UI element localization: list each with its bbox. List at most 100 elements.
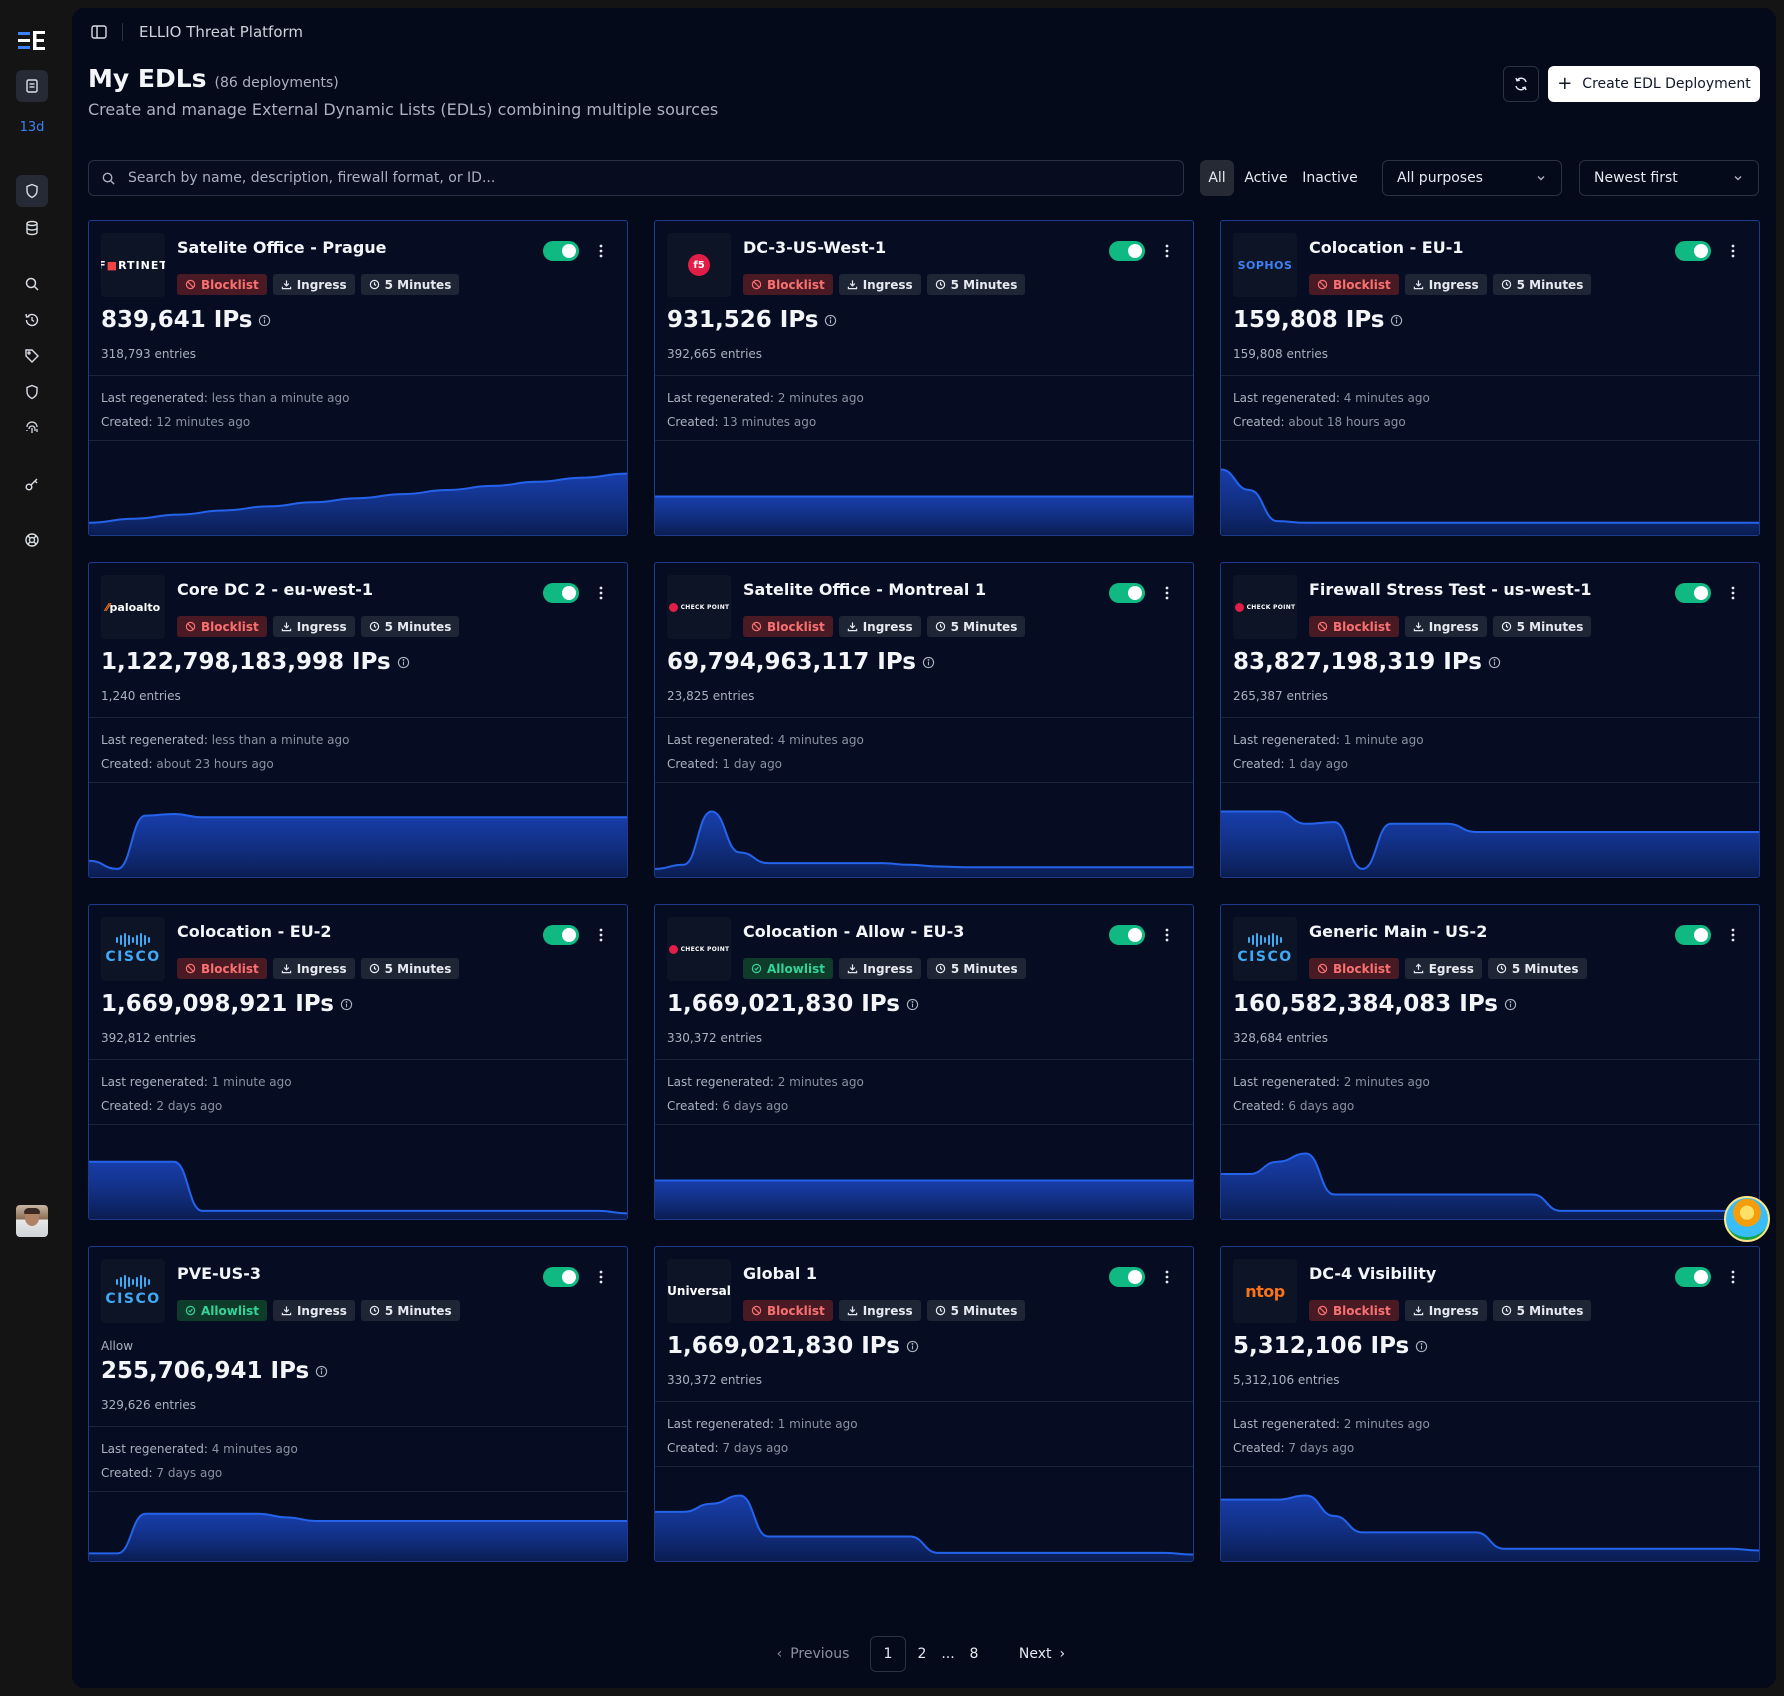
info-icon[interactable] xyxy=(340,998,353,1011)
active-toggle[interactable] xyxy=(543,925,579,945)
refresh-button[interactable] xyxy=(1503,66,1539,102)
active-toggle[interactable] xyxy=(1675,925,1711,945)
active-toggle[interactable] xyxy=(1675,1267,1711,1287)
edl-card[interactable]: ⁄⁄paloalto Core DC 2 - eu-west-1 Blockli… xyxy=(88,562,628,878)
edl-card[interactable]: CISCO Generic Main - US-2 Blocklist Egre… xyxy=(1220,904,1760,1220)
more-vertical-icon[interactable] xyxy=(1721,923,1745,947)
active-toggle[interactable] xyxy=(1675,241,1711,261)
filter-active[interactable]: Active xyxy=(1244,170,1288,186)
sparkline-line xyxy=(89,1512,627,1555)
edl-name[interactable]: DC-4 Visibility xyxy=(1309,1264,1437,1283)
purpose-select[interactable]: All purposes xyxy=(1382,160,1562,196)
more-vertical-icon[interactable] xyxy=(589,239,613,263)
info-icon[interactable] xyxy=(1390,314,1403,327)
edl-name[interactable]: Colocation - Allow - EU-3 xyxy=(743,922,965,941)
search-icon[interactable] xyxy=(16,268,48,300)
active-toggle[interactable] xyxy=(543,241,579,261)
active-toggle[interactable] xyxy=(1109,1267,1145,1287)
breadcrumb[interactable]: ELLIO Threat Platform xyxy=(139,23,304,41)
shield-icon[interactable] xyxy=(16,175,48,207)
info-icon[interactable] xyxy=(315,1365,328,1378)
edl-name[interactable]: Core DC 2 - eu-west-1 xyxy=(177,580,374,599)
active-toggle[interactable] xyxy=(543,583,579,603)
edl-card[interactable]: Universal Global 1 Blocklist Ingress 5 M… xyxy=(654,1246,1194,1562)
list-type-label: Blocklist xyxy=(767,1303,825,1318)
edl-card[interactable]: F■RTINET Satelite Office - Prague Blockl… xyxy=(88,220,628,536)
active-toggle[interactable] xyxy=(1109,241,1145,261)
info-icon[interactable] xyxy=(1415,1340,1428,1353)
interval-badge: 5 Minutes xyxy=(360,958,460,979)
info-icon[interactable] xyxy=(824,314,837,327)
more-vertical-icon[interactable] xyxy=(1721,239,1745,263)
reports-icon[interactable] xyxy=(16,70,48,102)
page-ellipsis: ... xyxy=(941,1646,955,1662)
more-vertical-icon[interactable] xyxy=(1155,1265,1179,1289)
edl-name[interactable]: PVE-US-3 xyxy=(177,1264,261,1283)
edl-name[interactable]: Firewall Stress Test - us-west-1 xyxy=(1309,580,1592,599)
filter-all[interactable]: All xyxy=(1200,160,1234,196)
database-icon[interactable] xyxy=(16,212,48,244)
more-vertical-icon[interactable] xyxy=(1721,1265,1745,1289)
ban-icon xyxy=(751,621,762,632)
edl-name[interactable]: Global 1 xyxy=(743,1264,818,1283)
info-icon[interactable] xyxy=(258,314,271,327)
active-toggle[interactable] xyxy=(543,1267,579,1287)
filter-inactive[interactable]: Inactive xyxy=(1302,170,1358,186)
info-icon[interactable] xyxy=(397,656,410,669)
page-2[interactable]: 2 xyxy=(917,1646,927,1662)
shield-outline-icon[interactable] xyxy=(16,376,48,408)
more-vertical-icon[interactable] xyxy=(589,581,613,605)
page-8[interactable]: 8 xyxy=(969,1646,979,1662)
edl-card[interactable]: CHECK POINT Colocation - Allow - EU-3 Al… xyxy=(654,904,1194,1220)
ban-icon xyxy=(185,621,196,632)
avatar[interactable] xyxy=(16,1205,48,1237)
info-icon[interactable] xyxy=(922,656,935,669)
edl-card[interactable]: CISCO PVE-US-3 Allowlist Ingress 5 Minut… xyxy=(88,1246,628,1562)
more-vertical-icon[interactable] xyxy=(1155,581,1179,605)
interval-label: 5 Minutes xyxy=(1516,277,1584,292)
fingerprint-icon[interactable] xyxy=(16,412,48,444)
card-meta: Last regenerated: 2 minutes ago Created:… xyxy=(655,375,1193,441)
more-vertical-icon[interactable] xyxy=(1155,923,1179,947)
more-vertical-icon[interactable] xyxy=(589,1265,613,1289)
active-toggle[interactable] xyxy=(1675,583,1711,603)
support-icon[interactable] xyxy=(16,524,48,556)
info-icon[interactable] xyxy=(906,1340,919,1353)
more-vertical-icon[interactable] xyxy=(1721,581,1745,605)
sort-select[interactable]: Newest first xyxy=(1579,160,1759,196)
edl-name[interactable]: Generic Main - US-2 xyxy=(1309,922,1488,941)
search-input[interactable] xyxy=(128,170,1128,186)
info-icon[interactable] xyxy=(906,998,919,1011)
info-icon[interactable] xyxy=(1504,998,1517,1011)
key-icon[interactable] xyxy=(16,468,48,500)
previous-button[interactable]: ‹ Previous xyxy=(774,1636,852,1672)
more-vertical-icon[interactable] xyxy=(589,923,613,947)
edl-name[interactable]: Colocation - EU-1 xyxy=(1309,238,1464,257)
tag-icon[interactable] xyxy=(16,340,48,372)
next-label: Next xyxy=(1018,1646,1052,1662)
menu-logo-icon[interactable] xyxy=(18,28,48,52)
edl-card[interactable]: CHECK POINT Firewall Stress Test - us-we… xyxy=(1220,562,1760,878)
more-vertical-icon[interactable] xyxy=(1155,239,1179,263)
active-toggle[interactable] xyxy=(1109,583,1145,603)
next-button[interactable]: Next › xyxy=(1012,1636,1072,1672)
edl-card[interactable]: CISCO Colocation - EU-2 Blocklist Ingres… xyxy=(88,904,628,1220)
history-icon[interactable] xyxy=(16,304,48,336)
create-edl-button[interactable]: + Create EDL Deployment xyxy=(1548,66,1760,102)
edl-name[interactable]: DC-3-US-West-1 xyxy=(743,238,887,257)
edl-card[interactable]: f5 DC-3-US-West-1 Blocklist Ingress 5 Mi… xyxy=(654,220,1194,536)
edl-name[interactable]: Satelite Office - Prague xyxy=(177,238,387,257)
edl-card[interactable]: SOPHOS Colocation - EU-1 Blocklist Ingre… xyxy=(1220,220,1760,536)
interval-label: 5 Minutes xyxy=(950,1303,1018,1318)
assistant-bubble[interactable] xyxy=(1724,1196,1770,1242)
active-toggle[interactable] xyxy=(1109,925,1145,945)
sidebar-toggle-icon[interactable] xyxy=(90,23,108,41)
page-1[interactable]: 1 xyxy=(870,1636,906,1672)
edl-name[interactable]: Satelite Office - Montreal 1 xyxy=(743,580,987,599)
edl-card[interactable]: ntop DC-4 Visibility Blocklist Ingress 5… xyxy=(1220,1246,1760,1562)
list-type-label: Blocklist xyxy=(201,277,259,292)
edl-name[interactable]: Colocation - EU-2 xyxy=(177,922,332,941)
info-icon[interactable] xyxy=(1488,656,1501,669)
edl-card[interactable]: CHECK POINT Satelite Office - Montreal 1… xyxy=(654,562,1194,878)
sparkline-area xyxy=(655,811,1193,877)
